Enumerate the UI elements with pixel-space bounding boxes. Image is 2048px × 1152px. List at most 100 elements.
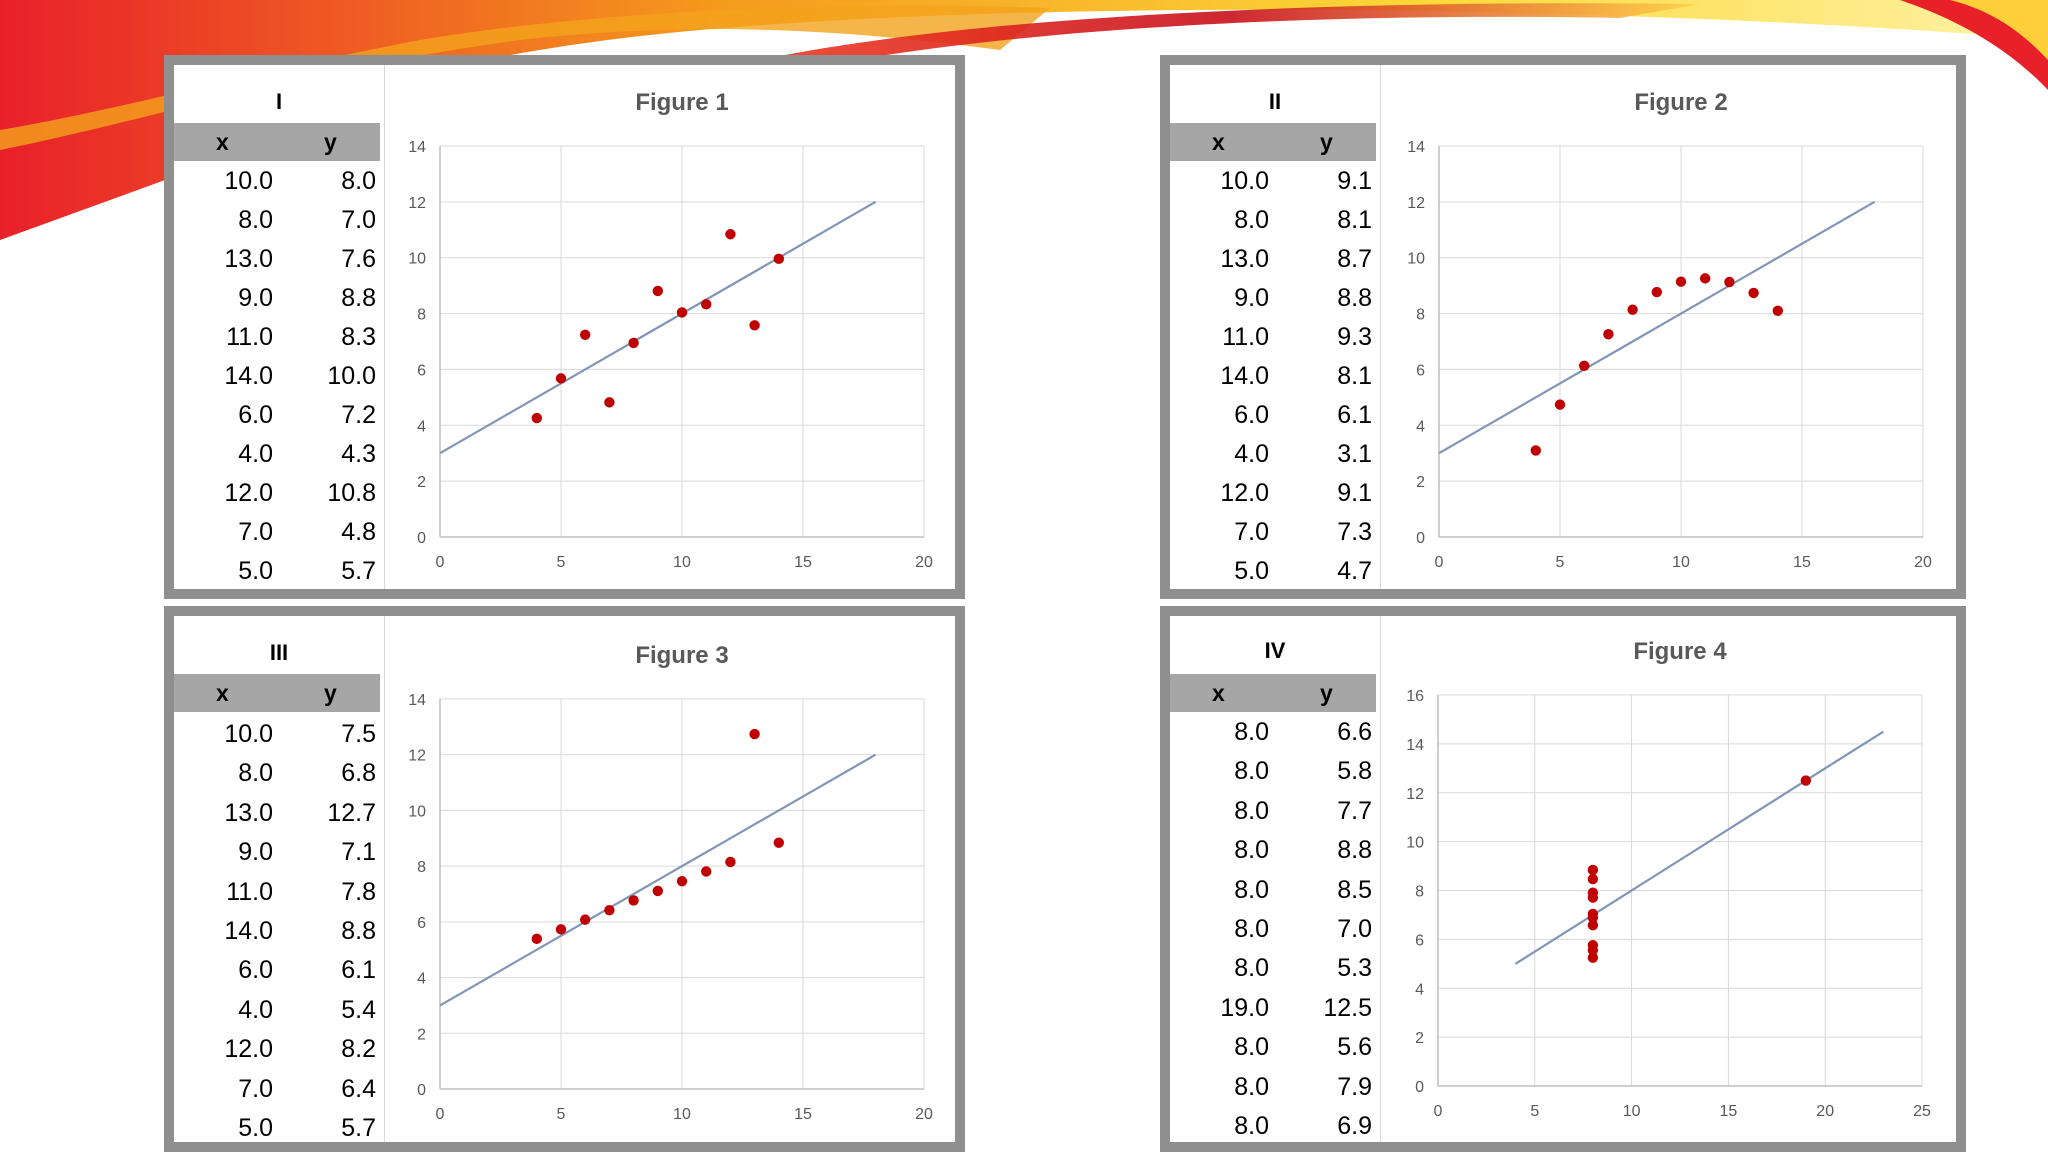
data-point xyxy=(1700,273,1711,284)
table-row: 13.0 12.7 xyxy=(174,794,384,833)
trendline xyxy=(439,753,877,1007)
data-point xyxy=(1587,920,1599,931)
cell-y: 6.1 xyxy=(341,956,376,985)
y-tick-label: 4 xyxy=(417,418,426,435)
column-header-y: y xyxy=(324,680,337,706)
cell-x: 7.0 xyxy=(238,1074,273,1103)
x-tick-label: 5 xyxy=(1556,554,1565,571)
cell-x: 14.0 xyxy=(224,362,273,390)
cell-y: 8.8 xyxy=(1337,284,1372,312)
chart-svg: Figure 3 0 5 10 15 20 0 2 4 6 8 10 12 14 xyxy=(408,642,933,1123)
table-row: 8.0 5.8 xyxy=(1170,752,1380,791)
cell-y: 6.9 xyxy=(1337,1112,1372,1140)
y-tick-label: 2 xyxy=(417,474,426,491)
y-tick-label: 10 xyxy=(408,251,426,268)
data-point xyxy=(1603,329,1614,340)
column-header-y: y xyxy=(324,129,337,155)
cell-x: 5.0 xyxy=(238,557,273,585)
chart-title: Figure 2 xyxy=(1634,89,1727,116)
cell-y: 3.1 xyxy=(1337,440,1372,468)
table-row: 14.0 8.1 xyxy=(1170,357,1380,396)
cell-y: 10.0 xyxy=(327,362,376,390)
x-tick-label: 5 xyxy=(557,1106,566,1123)
y-tick-label: 10 xyxy=(408,803,426,820)
cell-x: 8.0 xyxy=(1234,1033,1269,1062)
trendline xyxy=(1438,200,1876,455)
table-row: 9.0 8.8 xyxy=(1170,279,1380,318)
data-point xyxy=(1724,276,1735,288)
data-point xyxy=(531,412,542,424)
data-point xyxy=(725,229,736,240)
cell-y: 5.3 xyxy=(1337,954,1372,983)
table-row: 7.0 6.4 xyxy=(174,1070,384,1109)
data-point xyxy=(628,337,639,349)
cell-x: 8.0 xyxy=(1234,1072,1269,1101)
cell-y: 7.0 xyxy=(1337,915,1372,943)
y-tick-label: 0 xyxy=(417,530,426,547)
cell-x: 8.0 xyxy=(1234,206,1269,234)
table-title: I xyxy=(275,89,283,114)
data-point xyxy=(580,914,591,925)
y-tick-label: 14 xyxy=(1407,139,1425,156)
table-row: 11.0 9.3 xyxy=(1170,318,1380,357)
table-row: 8.0 6.8 xyxy=(174,754,384,793)
table-row: 7.0 7.3 xyxy=(1170,513,1380,552)
y-tick-label: 0 xyxy=(1415,1079,1424,1096)
data-point xyxy=(1800,775,1812,786)
table-title: IV xyxy=(1264,638,1286,663)
cell-y: 8.5 xyxy=(1337,875,1372,904)
table-row: 8.0 8.5 xyxy=(1170,871,1380,910)
x-tick-label: 15 xyxy=(794,1106,812,1123)
panel-3: III x y 10.0 7.5 8.0 6.8 13.0 12.7 9.0 7.1 11.0 7.8 1… xyxy=(164,606,965,1152)
table-row: 8.0 5.3 xyxy=(1170,949,1380,988)
table-row: 14.0 10.0 xyxy=(174,357,384,396)
data-point xyxy=(725,856,736,868)
trendline xyxy=(439,200,877,455)
x-tick-label: 15 xyxy=(1720,1103,1738,1120)
cell-y: 7.6 xyxy=(341,245,376,273)
y-tick-label: 12 xyxy=(1407,195,1425,212)
cell-y: 9.1 xyxy=(1337,167,1372,195)
table-row: 14.0 8.8 xyxy=(174,912,384,951)
table-row: 6.0 7.2 xyxy=(174,396,384,435)
table-row: 19.0 12.5 xyxy=(1170,989,1380,1028)
table-row: 7.0 4.8 xyxy=(174,513,384,552)
data-point xyxy=(1627,304,1638,315)
data-point xyxy=(1587,944,1599,956)
x-tick-label: 20 xyxy=(1816,1103,1834,1120)
cell-y: 12.7 xyxy=(327,798,376,827)
cell-x: 10.0 xyxy=(224,167,273,195)
y-tick-label: 4 xyxy=(1416,418,1425,435)
table-row: 13.0 8.7 xyxy=(1170,240,1380,279)
table-row: 8.0 5.6 xyxy=(1170,1028,1380,1067)
table-row: 6.0 6.1 xyxy=(174,951,384,990)
cell-y: 12.5 xyxy=(1323,993,1372,1022)
y-tick-label: 12 xyxy=(1406,786,1424,803)
y-tick-label: 0 xyxy=(1416,530,1425,547)
cell-y: 7.5 xyxy=(341,720,376,748)
data-point xyxy=(652,885,663,897)
cell-x: 9.0 xyxy=(238,838,273,867)
cell-x: 10.0 xyxy=(1220,167,1269,195)
table-row: 9.0 8.8 xyxy=(174,279,384,318)
table-row: 10.0 8.0 xyxy=(174,162,384,201)
data-point xyxy=(531,933,542,945)
x-tick-label: 20 xyxy=(1914,554,1932,571)
chart-title: Figure 3 xyxy=(635,642,728,669)
cell-x: 12.0 xyxy=(224,1035,273,1064)
cell-y: 5.7 xyxy=(341,1114,376,1142)
panel-2: II x y 10.0 9.1 8.0 8.1 13.0 8.7 9.0 8.8 11.0 9.3 14.… xyxy=(1160,55,1966,599)
table-row: 5.0 5.7 xyxy=(174,1109,384,1148)
data-point xyxy=(749,728,760,740)
table-row: 8.0 8.1 xyxy=(1170,201,1380,240)
table-row: 13.0 7.6 xyxy=(174,240,384,279)
column-header-y: y xyxy=(1320,129,1333,155)
cell-x: 8.0 xyxy=(1234,954,1269,983)
cell-y: 6.4 xyxy=(341,1074,376,1103)
table-title: III xyxy=(269,640,289,665)
table-title: II xyxy=(1268,89,1282,114)
cell-x: 8.0 xyxy=(238,206,273,234)
cell-x: 8.0 xyxy=(1234,1112,1269,1140)
